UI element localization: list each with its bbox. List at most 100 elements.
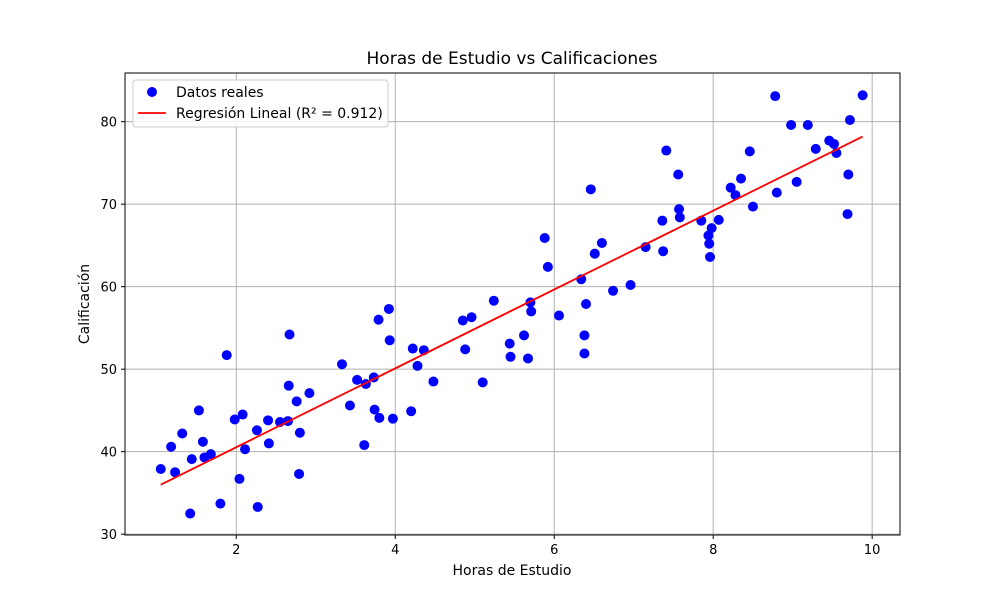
data-point bbox=[197, 436, 208, 447]
data-point bbox=[829, 138, 840, 149]
data-point bbox=[170, 467, 181, 478]
data-point bbox=[166, 441, 177, 452]
data-point bbox=[284, 329, 295, 340]
regression-line bbox=[160, 135, 864, 486]
data-point bbox=[185, 508, 196, 519]
plot-area bbox=[155, 90, 868, 519]
data-point bbox=[177, 428, 188, 439]
data-point bbox=[585, 184, 596, 195]
data-point bbox=[657, 215, 668, 226]
x-tick-label: 10 bbox=[864, 543, 881, 558]
data-point bbox=[554, 310, 564, 321]
grid bbox=[125, 73, 900, 535]
data-point bbox=[428, 376, 439, 387]
data-point bbox=[844, 115, 855, 126]
data-point bbox=[369, 404, 380, 415]
data-point bbox=[658, 246, 669, 257]
data-point bbox=[229, 414, 240, 425]
data-point bbox=[383, 303, 394, 314]
data-point bbox=[263, 438, 274, 449]
data-point bbox=[412, 360, 423, 371]
data-point bbox=[791, 176, 802, 187]
legend: Datos reales Regresión Lineal (R² = 0.912… bbox=[132, 79, 389, 128]
data-point bbox=[215, 498, 226, 509]
y-axis-label: Calificación bbox=[77, 264, 93, 344]
data-point bbox=[736, 173, 747, 184]
data-point bbox=[725, 182, 736, 193]
data-point bbox=[457, 315, 468, 326]
data-point bbox=[843, 169, 854, 180]
data-point bbox=[581, 299, 592, 309]
data-point bbox=[304, 388, 315, 399]
data-point bbox=[705, 251, 716, 262]
data-point bbox=[251, 425, 262, 436]
data-point bbox=[373, 314, 384, 325]
x-tick-label: 2 bbox=[232, 543, 240, 558]
data-point bbox=[186, 454, 197, 465]
y-tick-label: 80 bbox=[100, 116, 117, 131]
y-tick-label: 30 bbox=[100, 528, 117, 543]
legend-label: Datos reales bbox=[176, 85, 264, 101]
data-point bbox=[291, 396, 302, 407]
data-point bbox=[359, 440, 370, 451]
data-point bbox=[589, 248, 600, 259]
data-point bbox=[384, 335, 395, 346]
data-point bbox=[519, 330, 530, 341]
data-point bbox=[542, 261, 553, 272]
data-point bbox=[155, 464, 166, 474]
data-point bbox=[802, 119, 813, 130]
x-tick-label: 6 bbox=[550, 543, 558, 558]
scatter-series bbox=[155, 90, 868, 519]
data-point bbox=[579, 348, 590, 359]
data-point bbox=[240, 444, 251, 455]
data-point bbox=[337, 359, 347, 370]
y-tick-label: 40 bbox=[100, 446, 117, 461]
data-point bbox=[407, 343, 418, 354]
data-point bbox=[234, 473, 245, 484]
data-point bbox=[505, 351, 516, 362]
data-point bbox=[625, 280, 636, 291]
data-point bbox=[523, 353, 533, 364]
axes-frame bbox=[124, 72, 901, 536]
data-point bbox=[674, 212, 685, 223]
data-point bbox=[193, 405, 204, 416]
y-tick-label: 50 bbox=[100, 363, 117, 378]
data-point bbox=[526, 306, 537, 317]
data-point bbox=[488, 295, 499, 306]
data-point bbox=[673, 169, 684, 180]
x-axis-label: Horas de Estudio bbox=[453, 563, 572, 579]
data-point bbox=[747, 201, 758, 212]
data-point bbox=[221, 350, 232, 361]
x-tick-label: 4 bbox=[391, 543, 399, 558]
data-point bbox=[596, 237, 607, 248]
data-point bbox=[237, 409, 248, 420]
data-point bbox=[857, 90, 868, 101]
data-point bbox=[504, 338, 515, 349]
data-point bbox=[674, 204, 685, 215]
legend-label: Regresión Lineal (R² = 0.912) bbox=[176, 106, 383, 122]
x-tick-label: 8 bbox=[709, 543, 717, 558]
y-tick-label: 70 bbox=[100, 198, 117, 213]
ticks: 2 4 6 8 10 30 40 50 60 70 80 bbox=[100, 116, 880, 558]
data-point bbox=[477, 377, 488, 388]
data-point bbox=[252, 501, 263, 512]
legend-box bbox=[132, 79, 389, 128]
data-point bbox=[374, 412, 385, 423]
data-point bbox=[466, 312, 477, 323]
data-point bbox=[842, 209, 853, 220]
data-point bbox=[786, 119, 797, 130]
chart-title: Horas de Estudio vs Calificaciones bbox=[367, 49, 658, 69]
data-point bbox=[579, 330, 590, 341]
data-point bbox=[406, 406, 417, 417]
data-point bbox=[539, 233, 550, 243]
data-point bbox=[294, 427, 305, 438]
y-tick-label: 60 bbox=[100, 281, 117, 296]
data-point bbox=[770, 91, 781, 102]
data-point bbox=[608, 285, 619, 296]
data-point bbox=[713, 214, 724, 225]
data-point bbox=[344, 400, 355, 411]
data-point bbox=[771, 187, 782, 198]
data-point bbox=[294, 468, 305, 479]
data-point bbox=[744, 146, 755, 157]
